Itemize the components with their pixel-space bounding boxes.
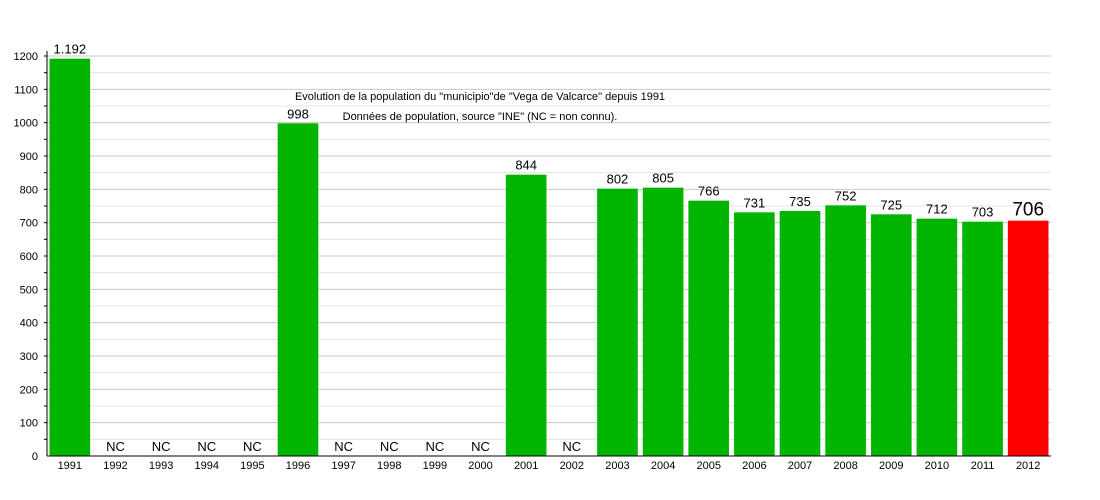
y-tick-labels: 0 100 200 300 400 500 600 700 800 900 1000 1100 1200 [14, 51, 38, 463]
x-tick-label: 2002 [560, 460, 584, 472]
value-label: 844 [515, 158, 537, 173]
bar-2011 [962, 221, 1003, 456]
x-tick-label: 2001 [514, 460, 538, 472]
value-label: NC [471, 439, 490, 454]
x-tick-label: 2007 [788, 460, 812, 472]
x-tick-label: 2009 [879, 460, 903, 472]
value-label: 725 [880, 197, 902, 212]
value-label: NC [426, 439, 445, 454]
x-tick-label: 1994 [194, 460, 218, 472]
bar-2010 [916, 218, 958, 456]
chart-title: Evolution de la population du "municipio… [295, 91, 665, 103]
x-tick-label: 1999 [423, 460, 447, 472]
axes [44, 51, 1051, 457]
x-tick-label: 2008 [833, 460, 857, 472]
value-label: 766 [698, 184, 720, 199]
value-labels: 1.192 NC NC NC NC 998 NC NC NC NC 844 NC 802 805 766 73… [54, 42, 1044, 454]
value-label: NC [106, 439, 125, 454]
value-label: NC [334, 439, 353, 454]
bar-2001 [505, 174, 547, 456]
x-tick-label: 1995 [240, 460, 264, 472]
x-tick-label: 1998 [377, 460, 401, 472]
value-label: 805 [652, 171, 674, 186]
y-tick-label: 900 [20, 151, 38, 163]
x-tick-label: 2010 [925, 460, 949, 472]
x-tick-labels: 1991 1992 1993 1994 1995 1996 1997 1998 1999 2000… [58, 460, 1041, 472]
value-label: NC [380, 439, 399, 454]
bar-2007 [779, 211, 821, 456]
y-tick-label: 600 [20, 251, 38, 263]
bar-2005 [688, 200, 730, 456]
value-label: NC [243, 439, 262, 454]
x-tick-label: 2006 [742, 460, 766, 472]
bar-1991 [49, 58, 91, 457]
y-tick-label: 500 [20, 284, 38, 296]
x-tick-label: 2005 [696, 460, 720, 472]
bar-2012 [1007, 220, 1049, 456]
bar-2009 [870, 214, 912, 456]
y-tick-label: 700 [20, 218, 38, 230]
value-label: 802 [607, 172, 629, 187]
value-label: 712 [926, 202, 948, 217]
bar-2003 [597, 188, 638, 456]
value-label: 1.192 [54, 42, 87, 57]
bar-2004 [642, 187, 684, 456]
x-tick-label: 2012 [1016, 460, 1040, 472]
y-tick-label: 0 [32, 451, 38, 463]
y-tick-label: 800 [20, 184, 38, 196]
bar-1996 [277, 123, 319, 456]
value-label: 731 [744, 195, 766, 210]
x-tick-label: 2004 [651, 460, 675, 472]
value-label: NC [562, 439, 581, 454]
x-tick-label: 1991 [58, 460, 82, 472]
value-label: 703 [972, 205, 994, 220]
value-label: 998 [287, 106, 309, 121]
x-tick-label: 2011 [971, 460, 995, 472]
value-label: NC [197, 439, 216, 454]
y-tick-label: 1100 [14, 84, 38, 96]
bar-2006 [734, 212, 775, 456]
x-tick-label: 2000 [468, 460, 492, 472]
y-tick-label: 300 [20, 351, 38, 363]
chart-subtitle: Données de population, source "INE" (NC … [343, 111, 618, 123]
value-label: 735 [789, 194, 811, 209]
y-tick-label: 1200 [14, 51, 38, 63]
y-tick-label: 1000 [14, 118, 38, 130]
x-tick-label: 1997 [331, 460, 355, 472]
y-tick-label: 100 [20, 418, 38, 430]
value-label: NC [152, 439, 171, 454]
value-label: 706 [1012, 200, 1044, 221]
x-tick-label: 2003 [605, 460, 629, 472]
x-tick-label: 1992 [103, 460, 127, 472]
x-tick-label: 1996 [286, 460, 310, 472]
value-label: 752 [835, 188, 857, 203]
x-tick-label: 1993 [149, 460, 173, 472]
y-tick-label: 200 [20, 384, 38, 396]
bar-2008 [825, 205, 866, 456]
y-tick-label: 400 [20, 318, 38, 330]
bars [49, 58, 1049, 457]
